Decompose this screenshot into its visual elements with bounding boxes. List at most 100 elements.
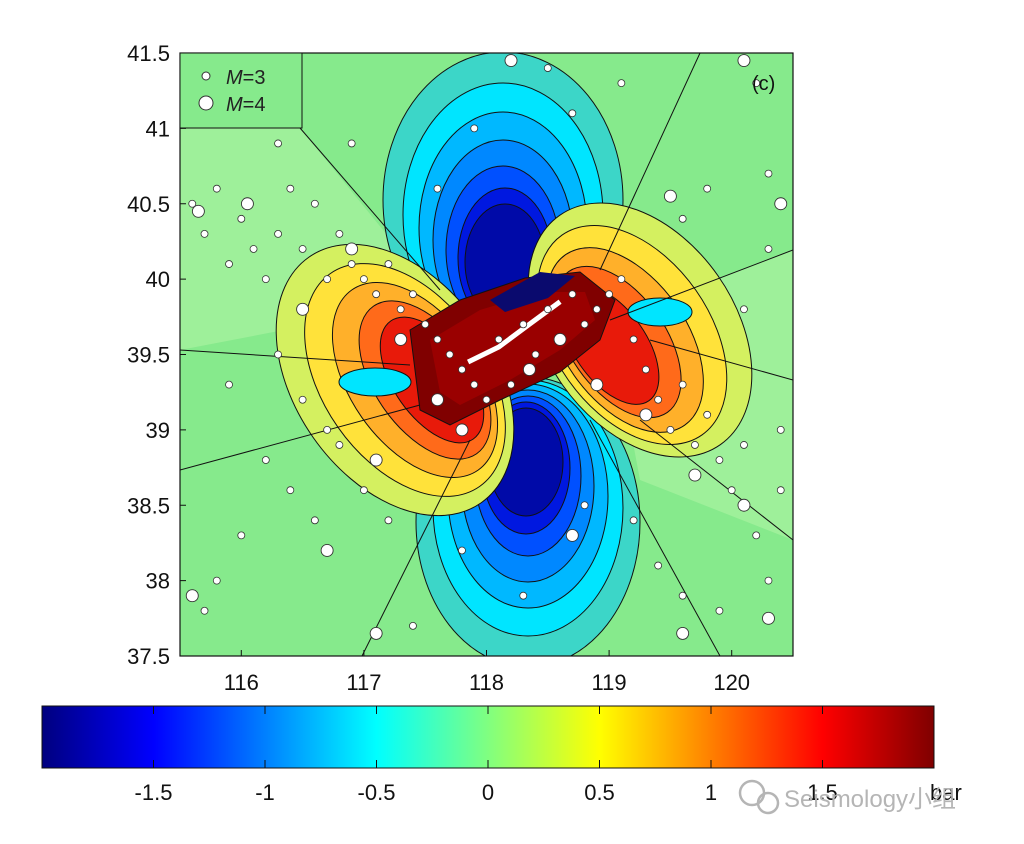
x-tick-label: 119 <box>592 670 627 695</box>
event-m4-marker <box>676 626 690 640</box>
event-m4-marker <box>688 468 702 482</box>
event-m3-marker <box>740 305 748 314</box>
event-m4-marker <box>345 242 359 256</box>
x-tick-label: 120 <box>713 670 750 695</box>
event-m3-marker <box>200 606 209 615</box>
event-m3-marker <box>507 380 515 389</box>
colorbar-tick-label: 0.5 <box>584 780 615 805</box>
event-m3-marker <box>372 290 381 299</box>
y-tick-label: 37.5 <box>127 644 170 669</box>
event-m3-marker <box>629 516 638 525</box>
wechat-icon <box>738 779 780 815</box>
legend: M=3 M=4 <box>179 52 303 129</box>
event-m3-marker <box>310 199 319 208</box>
event-m4-marker <box>522 363 536 377</box>
west-negative-patch <box>338 367 412 397</box>
event-m3-marker <box>543 64 552 72</box>
stress-field <box>180 53 793 656</box>
event-m3-marker <box>286 184 295 193</box>
event-m3-marker <box>592 305 601 314</box>
y-tick-label: 38.5 <box>127 493 170 518</box>
legend-entry-m3: M=3 <box>201 67 265 89</box>
event-m3-marker <box>335 441 344 449</box>
event-m3-marker <box>384 516 393 525</box>
event-m3-marker <box>580 320 589 329</box>
legend-label-m4: M=4 <box>226 94 265 116</box>
event-m3-marker <box>654 561 663 570</box>
colorbar-tick-label: 1 <box>705 780 717 805</box>
nodal-lines <box>180 53 793 656</box>
event-m3-marker <box>580 501 589 510</box>
panel-label: (c) <box>752 73 775 95</box>
event-m3-marker <box>298 245 307 253</box>
event-m3-marker <box>433 335 442 344</box>
y-tick-label: 41 <box>146 116 170 141</box>
x-tick-label: 117 <box>346 670 381 695</box>
colorbar-tick-label: 1.5 <box>807 780 838 805</box>
event-m4-marker <box>431 393 444 407</box>
event-m3-marker <box>470 124 479 133</box>
colorbar-ticks: -1.5 -1 -0.5 0 0.5 1 1.5 <box>135 706 838 805</box>
event-m3-marker <box>310 516 319 525</box>
map-plot: M=3 M=4 (c) <box>179 52 794 657</box>
event-m3-marker <box>482 395 491 404</box>
y-tick-label: 38 <box>146 569 170 594</box>
event-m3-marker <box>678 214 687 223</box>
event-m3-marker <box>359 275 368 284</box>
event-m3-marker <box>225 260 233 268</box>
event-m4-marker <box>455 423 469 437</box>
event-m3-marker <box>298 395 307 404</box>
event-m3-marker <box>274 229 282 238</box>
event-m3-marker <box>629 335 638 344</box>
colorbar-tick-label: -1.5 <box>135 780 173 805</box>
event-m4-marker <box>590 378 604 392</box>
event-m3-marker <box>200 229 209 238</box>
event-m4-marker <box>296 302 310 316</box>
event-m3-marker <box>470 380 479 389</box>
event-m3-marker <box>519 320 528 329</box>
east-negative-patch <box>627 297 693 327</box>
event-m4-marker <box>737 54 751 67</box>
event-m3-marker <box>445 350 454 359</box>
event-m3-marker <box>212 576 221 585</box>
event-m3-marker <box>678 380 687 389</box>
event-m3-marker <box>691 441 699 449</box>
event-m3-marker <box>752 531 761 540</box>
watermark: Seismology小组 <box>738 779 956 815</box>
watermark-text: Seismology小组 <box>784 786 956 813</box>
event-m3-marker <box>494 335 503 344</box>
event-m4-marker <box>369 626 383 640</box>
y-tick-label: 40 <box>146 267 170 292</box>
fault-trace <box>467 299 562 365</box>
event-m3-marker <box>703 184 712 193</box>
event-m3-marker <box>458 546 466 555</box>
event-m3-marker <box>188 199 197 208</box>
event-m3-marker <box>261 456 270 464</box>
event-m3-marker <box>274 139 282 148</box>
event-m3-marker <box>458 365 466 374</box>
event-m3-marker <box>384 260 393 268</box>
y-tick-label: 39.5 <box>127 343 170 368</box>
legend-box <box>179 52 303 129</box>
event-m3-marker <box>347 139 356 148</box>
x-tick-label: 118 <box>469 670 504 695</box>
event-m3-marker <box>286 486 295 495</box>
event-m3-marker <box>323 275 332 284</box>
event-m3-marker <box>347 260 356 268</box>
event-m3-marker <box>776 425 785 434</box>
colorbar-tick-label: -1 <box>255 780 275 805</box>
event-m3-marker <box>335 229 344 238</box>
event-m3-marker <box>764 245 773 253</box>
event-m3-marker <box>212 184 221 193</box>
event-m4-marker <box>639 408 653 422</box>
colorbar-tick-label: 0 <box>482 780 494 805</box>
event-m3-marker <box>359 486 368 495</box>
event-m4-marker <box>774 197 788 211</box>
x-axis: 116 117 118 119 120 <box>224 650 750 695</box>
y-axis: 41.5 41 40.5 40 39.5 39 38.5 38 37.5 <box>127 41 186 669</box>
y-tick-label: 40.5 <box>127 192 170 217</box>
event-m4-marker <box>663 189 677 203</box>
rupture-core-inner <box>430 292 595 405</box>
event-m3-marker <box>776 486 785 495</box>
